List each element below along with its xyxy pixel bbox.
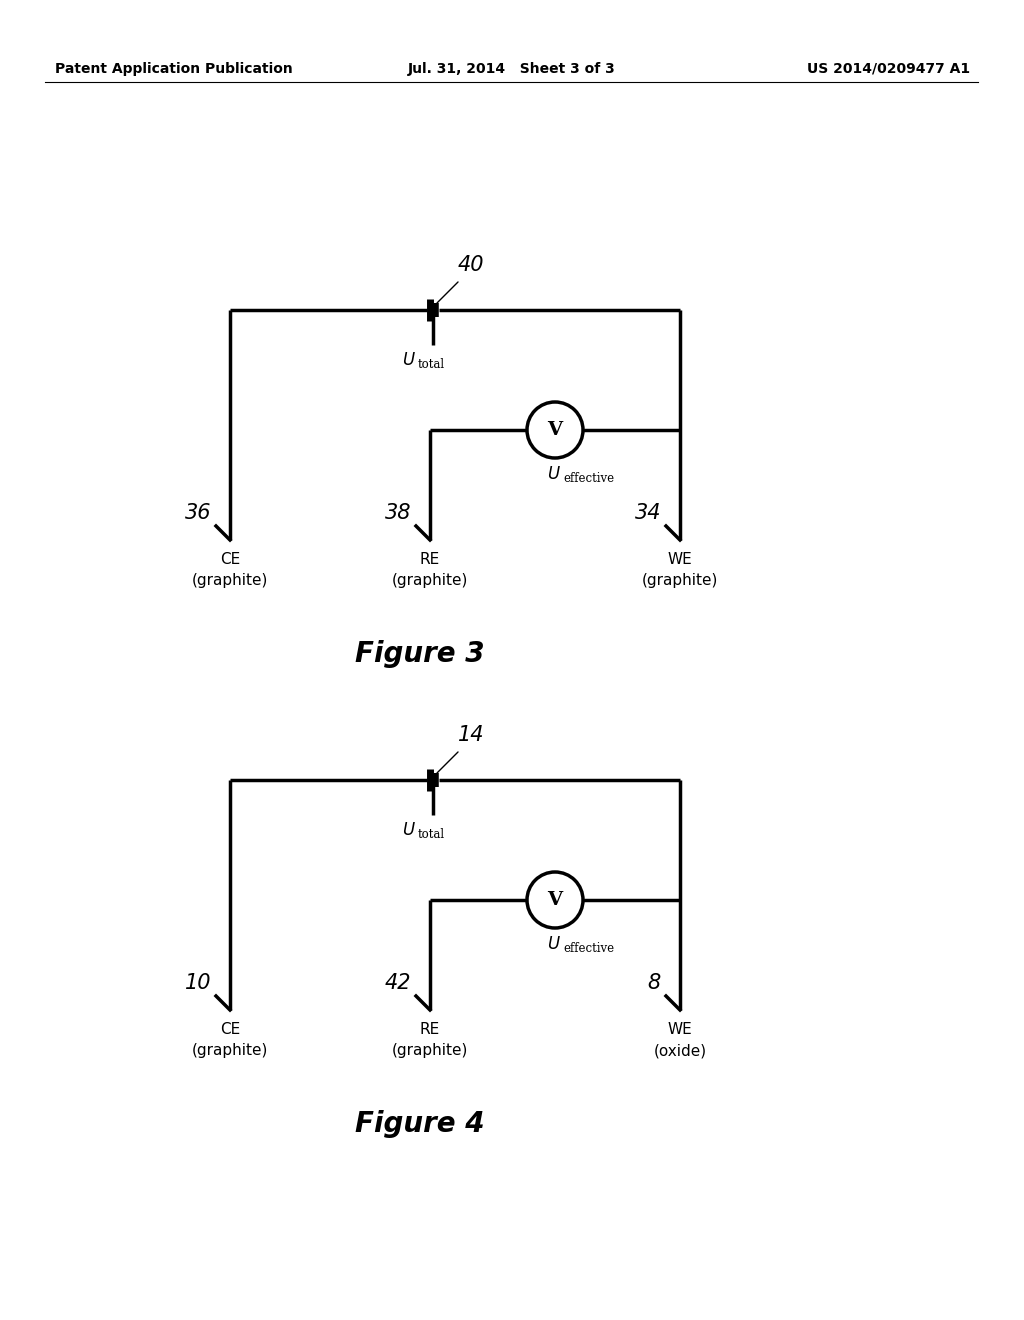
Text: V: V — [548, 891, 562, 909]
Text: 40: 40 — [458, 255, 484, 275]
Text: 10: 10 — [184, 973, 211, 993]
Text: 42: 42 — [384, 973, 411, 993]
Text: Jul. 31, 2014   Sheet 3 of 3: Jul. 31, 2014 Sheet 3 of 3 — [409, 62, 615, 77]
Circle shape — [527, 873, 583, 928]
Text: $\mathit{U}$: $\mathit{U}$ — [547, 466, 561, 483]
Text: WE
(oxide): WE (oxide) — [653, 1022, 707, 1059]
Text: total: total — [418, 828, 445, 841]
Text: $\mathit{U}$: $\mathit{U}$ — [402, 352, 416, 370]
Text: $\mathit{U}$: $\mathit{U}$ — [402, 822, 416, 840]
Text: RE
(graphite): RE (graphite) — [392, 1022, 468, 1059]
Text: 34: 34 — [635, 503, 662, 523]
Text: CE
(graphite): CE (graphite) — [191, 552, 268, 587]
Text: 14: 14 — [458, 725, 484, 744]
Text: 8: 8 — [648, 973, 662, 993]
Text: RE
(graphite): RE (graphite) — [392, 552, 468, 587]
Text: 38: 38 — [384, 503, 411, 523]
Text: total: total — [418, 358, 445, 371]
Text: Figure 3: Figure 3 — [355, 640, 484, 668]
Text: WE
(graphite): WE (graphite) — [642, 552, 718, 587]
Text: US 2014/0209477 A1: US 2014/0209477 A1 — [807, 62, 970, 77]
Text: effective: effective — [563, 473, 614, 484]
Circle shape — [527, 403, 583, 458]
Text: Figure 4: Figure 4 — [355, 1110, 484, 1138]
Text: Patent Application Publication: Patent Application Publication — [55, 62, 293, 77]
Text: CE
(graphite): CE (graphite) — [191, 1022, 268, 1059]
Text: 36: 36 — [184, 503, 211, 523]
Text: effective: effective — [563, 942, 614, 954]
Text: V: V — [548, 421, 562, 440]
Text: $\mathit{U}$: $\mathit{U}$ — [547, 936, 561, 953]
